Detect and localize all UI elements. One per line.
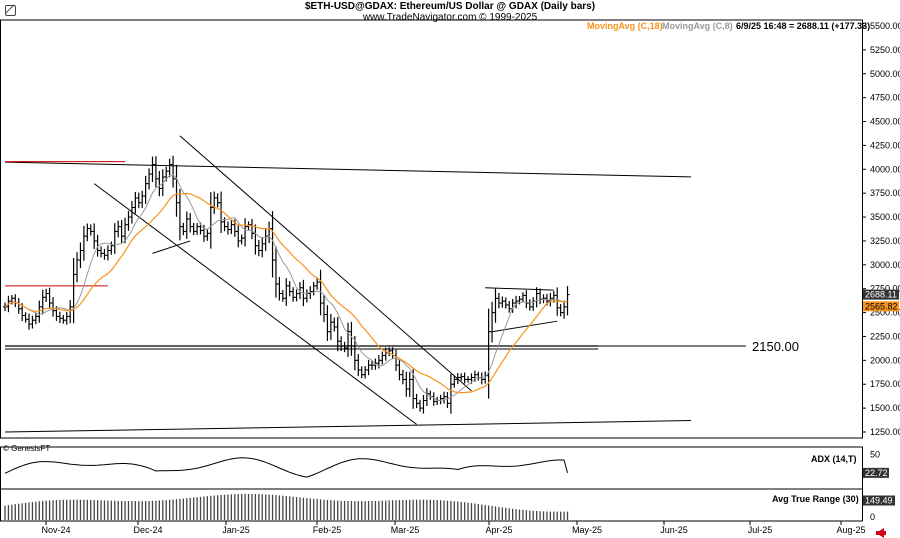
adx-line	[4, 457, 568, 478]
x-tick-label: Apr-25	[485, 525, 512, 535]
x-tick-label: Jun-25	[660, 525, 688, 535]
x-tick-label: Jul-25	[748, 525, 773, 535]
price-tick-label: 4750.00	[870, 93, 900, 103]
x-tick-label: Jan-25	[222, 525, 250, 535]
triangle-bottom-line	[491, 320, 558, 333]
x-tick-label: Dec-24	[133, 525, 162, 535]
adx-tick-label: 50	[870, 450, 880, 460]
copyright-label: © GenesisFT	[3, 444, 51, 453]
price-tick-label: 2750.00	[870, 284, 900, 294]
price-tick-label: 1500.00	[870, 403, 900, 413]
short-line	[152, 240, 191, 254]
channel-upper-line	[179, 135, 472, 392]
price-marker-box	[863, 301, 899, 312]
atr-marker-label: 149.49	[865, 496, 893, 506]
chart-subtitle: www.TradeNavigator.com © 1999-2025	[362, 12, 538, 23]
ma8-legend: MovingAvg (C,8)	[662, 21, 733, 31]
price-tick-label: 3250.00	[870, 236, 900, 246]
pill-icon[interactable]	[5, 5, 16, 16]
price-marker-label: 2688.11	[865, 290, 897, 300]
triangle-top-line	[485, 287, 554, 291]
adx-marker-label: 22.72	[865, 468, 888, 478]
ma8-line	[4, 174, 568, 401]
price-tick-label: 3500.00	[870, 212, 900, 222]
price-tick-label: 1250.00	[870, 427, 900, 437]
price-tick-label: 4250.00	[870, 140, 900, 150]
price-tick-label: 3000.00	[870, 260, 900, 270]
atr-tick-label: 0	[870, 512, 875, 522]
adx-label: ADX (14,T)	[811, 454, 857, 464]
arrow-left-icon[interactable]	[876, 528, 886, 538]
support-label: 2150.00	[752, 339, 799, 354]
x-tick-label: Feb-25	[313, 525, 342, 535]
atr-panel-frame	[0, 488, 863, 522]
channel-lower-line	[93, 183, 417, 425]
x-tick-label: Mar-25	[391, 525, 420, 535]
upper-resistance-line	[4, 161, 692, 178]
last-bar-readout: 6/9/25 16:48 = 2688.11 (+177.33)	[736, 21, 871, 31]
ma18-line	[4, 192, 568, 394]
atr-label: Avg True Range (30)	[772, 494, 859, 504]
x-tick-label: Aug-25	[836, 525, 865, 535]
adx-marker-box	[863, 467, 889, 478]
price-tick-label: 2000.00	[870, 355, 900, 365]
price-marker-box	[863, 289, 899, 300]
price-tick-label: 5000.00	[870, 69, 900, 79]
ma18-legend: MovingAvg (C,18)	[587, 21, 663, 31]
price-tick-label: 2500.00	[870, 308, 900, 318]
long-rising-line	[4, 420, 692, 433]
price-tick-label: 4500.00	[870, 117, 900, 127]
atr-marker-box	[863, 495, 895, 506]
chart-title: $ETH-USD@GDAX: Ethereum/US Dollar @ GDAX…	[304, 1, 596, 12]
price-tick-label: 2250.00	[870, 331, 900, 341]
price-tick-label: 1750.00	[870, 379, 900, 389]
price-tick-label: 4000.00	[870, 164, 900, 174]
price-tick-label: 3750.00	[870, 188, 900, 198]
price-marker-label: 2565.82	[865, 301, 898, 311]
price-tick-label: 5500.00	[870, 21, 900, 31]
x-tick-label: Nov-24	[41, 525, 70, 535]
x-tick-label: May-25	[572, 525, 602, 535]
price-tick-label: 5250.00	[870, 45, 900, 55]
price-panel-frame	[0, 19, 863, 439]
